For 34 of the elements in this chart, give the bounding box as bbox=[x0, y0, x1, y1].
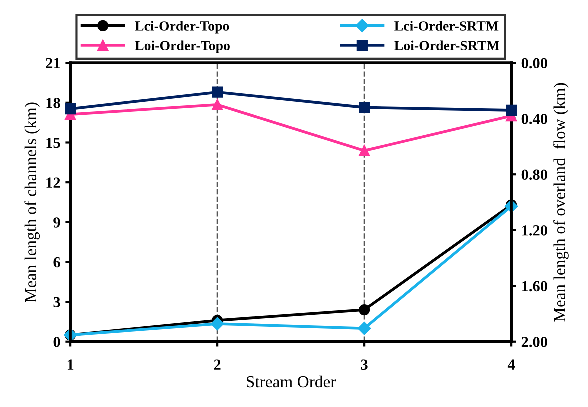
y2-axis-title: Mean length of overland flow (km) bbox=[554, 83, 569, 322]
x-tick-label: 3 bbox=[361, 360, 368, 370]
y-tick-label: 3 bbox=[54, 297, 60, 308]
point bbox=[210, 317, 224, 331]
x-tick-label: 1 bbox=[68, 360, 74, 370]
point bbox=[359, 304, 370, 316]
point bbox=[358, 322, 372, 336]
y-tick-label: 18 bbox=[46, 98, 60, 108]
y2-tick-label: 0.00 bbox=[522, 58, 548, 69]
y-tick-label: 6 bbox=[54, 257, 60, 268]
x-tick-label: 2 bbox=[214, 360, 221, 370]
y2-tick-label: 0.80 bbox=[522, 170, 548, 180]
point bbox=[506, 104, 518, 116]
y-tick-label: 21 bbox=[46, 58, 60, 68]
y2-tick-label: 2.00 bbox=[522, 337, 548, 348]
y-tick-label: 9 bbox=[54, 218, 60, 228]
y-tick-label: 15 bbox=[46, 138, 60, 148]
point bbox=[212, 99, 224, 110]
y-tick-label: 0 bbox=[54, 337, 60, 348]
x-axis-title: Stream Order bbox=[247, 376, 336, 388]
legend-label: Lci-Order-Topo bbox=[135, 21, 230, 34]
legend-label: Loi-Order-SRTM bbox=[394, 40, 500, 51]
y2-tick-label: 1.60 bbox=[522, 281, 548, 292]
y-tick-label: 12 bbox=[46, 178, 60, 188]
point bbox=[359, 102, 370, 114]
point bbox=[65, 104, 76, 115]
y2-tick-label: 0.40 bbox=[522, 114, 548, 124]
legend-label: Lci-Order-SRTM bbox=[394, 21, 499, 31]
y-axis-title: Mean length of channels (km) bbox=[24, 102, 40, 302]
y2-tick-label: 1.20 bbox=[522, 226, 548, 236]
point bbox=[359, 145, 370, 156]
legend-label: Loi-Order-Topo bbox=[135, 40, 230, 54]
point bbox=[212, 86, 224, 98]
x-tick-label: 4 bbox=[508, 360, 516, 370]
